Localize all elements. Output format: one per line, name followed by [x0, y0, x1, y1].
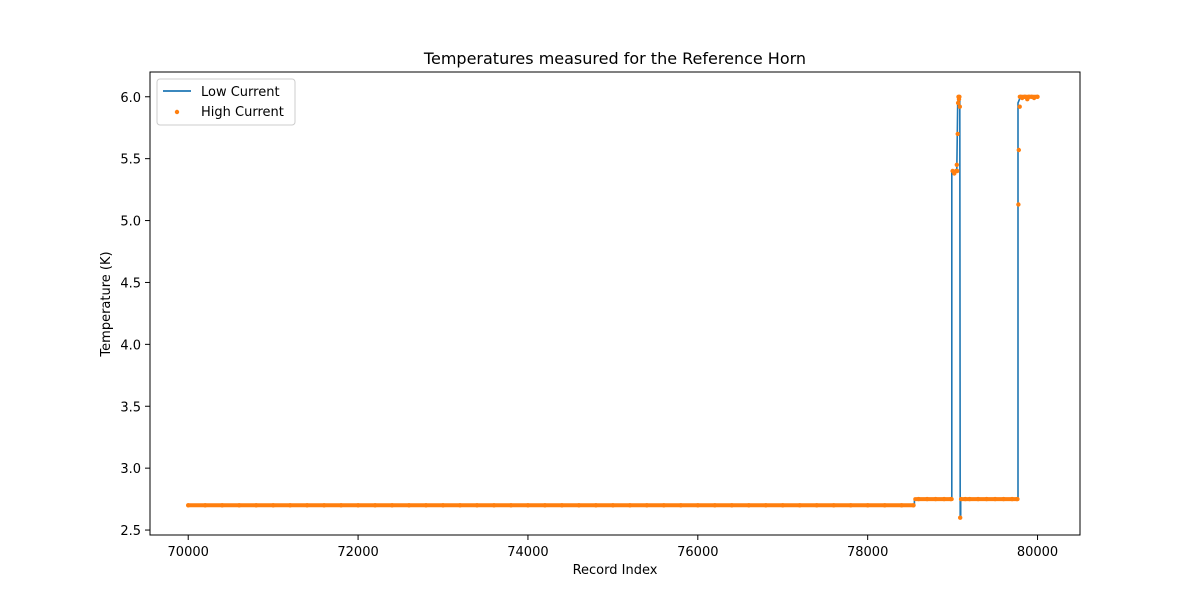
legend-label-low-current: Low Current [201, 85, 280, 100]
scatter-point-high-current [321, 503, 327, 508]
x-axis-label: Record Index [573, 563, 658, 578]
scatter-point-high-current [1017, 104, 1022, 109]
scatter-point-high-current [1016, 147, 1021, 153]
scatter-point-high-current [957, 104, 962, 109]
scatter-point-high-current [899, 503, 904, 508]
scatter-point-high-current [933, 496, 938, 502]
scatter-point-high-current [924, 496, 930, 502]
scatter-point-high-current [712, 503, 717, 508]
scatter-point-high-current [848, 503, 853, 508]
scatter-point-high-current [372, 503, 378, 508]
scatter-point-high-current [1001, 496, 1006, 502]
scatter-point-high-current [941, 496, 947, 502]
scatter-point-high-current [797, 503, 802, 508]
y-axis: 2.5 3.0 3.5 4.0 4.5 5.0 5.5 6.0 [120, 91, 150, 539]
scatter-point-high-current [627, 503, 633, 508]
scatter-point-high-current [865, 503, 870, 508]
scatter-point-high-current [1016, 202, 1021, 207]
y-tick-label: 5.0 [120, 215, 141, 230]
scatter-point-high-current [814, 503, 819, 508]
scatter-point-high-current [1009, 496, 1015, 502]
y-tick-label: 5.5 [120, 153, 141, 168]
scatter-point-high-current [992, 496, 998, 502]
y-tick-label: 6.0 [120, 91, 141, 106]
scatter-point-high-current [955, 100, 961, 106]
scatter-point-high-current [186, 503, 191, 508]
scatter-point-high-current [1031, 95, 1037, 101]
scatter-point-high-current [474, 503, 480, 508]
scatter-point-high-current [355, 503, 361, 508]
scatter-point-high-current [559, 503, 565, 508]
scatter-point-high-current [955, 131, 960, 137]
scatter-point-high-current [610, 503, 616, 508]
scatter-point-high-current [967, 496, 972, 502]
scatter-point-high-current [916, 496, 921, 502]
series-high-current [186, 94, 1040, 520]
scatter-point-high-current [271, 503, 276, 508]
scatter-point-high-current [661, 503, 666, 508]
scatter-point-high-current [644, 503, 649, 508]
scatter-point-high-current [695, 503, 700, 508]
x-tick-label: 80000 [1017, 545, 1058, 560]
plot-frame [149, 71, 1081, 536]
legend: Low Current High Current [156, 78, 296, 126]
scatter-point-high-current [576, 503, 582, 508]
scatter-point-high-current [911, 503, 916, 508]
legend-label-high-current: High Current [201, 105, 284, 120]
scatter-point-high-current [220, 503, 225, 508]
x-tick-label: 70000 [168, 545, 209, 560]
scatter-point-high-current [1015, 496, 1020, 502]
scatter-point-high-current [746, 503, 751, 508]
scatter-point-high-current [203, 503, 208, 508]
scatter-point-high-current [963, 496, 968, 502]
y-tick-label: 4.0 [120, 338, 141, 353]
scatter-point-high-current [729, 503, 734, 508]
scatter-point-high-current [954, 162, 959, 167]
scatter-point-high-current [338, 503, 344, 508]
scatter-point-high-current [957, 94, 962, 100]
scatter-point-high-current [831, 503, 836, 508]
scatter-point-high-current [457, 503, 463, 508]
scatter-point-high-current [975, 496, 981, 502]
scatter-point-high-current [254, 503, 259, 508]
y-tick-label: 2.5 [120, 524, 141, 539]
scatter-point-high-current [763, 503, 768, 508]
x-tick-label: 72000 [337, 545, 378, 560]
x-tick-label: 76000 [677, 545, 718, 560]
legend-swatch-high-current [174, 109, 180, 115]
scatter-point-high-current [287, 503, 293, 508]
x-tick-label: 74000 [507, 545, 548, 560]
y-tick-label: 3.5 [120, 400, 141, 415]
legend-box [156, 78, 296, 126]
scatter-point-high-current [958, 496, 964, 502]
scatter-point-high-current [389, 503, 395, 508]
y-tick-label: 3.0 [120, 462, 141, 477]
scatter-point-high-current [955, 168, 960, 174]
x-tick-label: 78000 [847, 545, 888, 560]
scatter-point-high-current [1035, 94, 1040, 100]
scatter-point-high-current [882, 503, 887, 508]
scatter-point-high-current [237, 503, 242, 508]
scatter-point-high-current [304, 503, 310, 508]
scatter-point-high-current [984, 496, 989, 502]
scatter-point-high-current [525, 503, 531, 508]
scatter-point-high-current [440, 503, 446, 508]
x-axis: 70000 72000 74000 76000 78000 80000 [168, 535, 1058, 560]
scatter-point-high-current [948, 496, 954, 502]
scatter-point-high-current [593, 503, 599, 508]
scatter-point-high-current [780, 503, 785, 508]
scatter-point-high-current [406, 503, 412, 508]
chart-title: Temperatures measured for the Reference … [423, 49, 806, 68]
y-tick-label: 4.5 [120, 276, 141, 291]
y-axis-label: Temperature (K) [99, 251, 114, 357]
scatter-point-high-current [508, 503, 514, 508]
scatter-point-high-current [423, 503, 429, 508]
scatter-point-high-current [491, 503, 497, 508]
scatter-point-high-current [678, 503, 683, 508]
scatter-point-high-current [958, 515, 963, 520]
plot-area [186, 94, 1040, 520]
scatter-point-high-current [542, 503, 548, 508]
